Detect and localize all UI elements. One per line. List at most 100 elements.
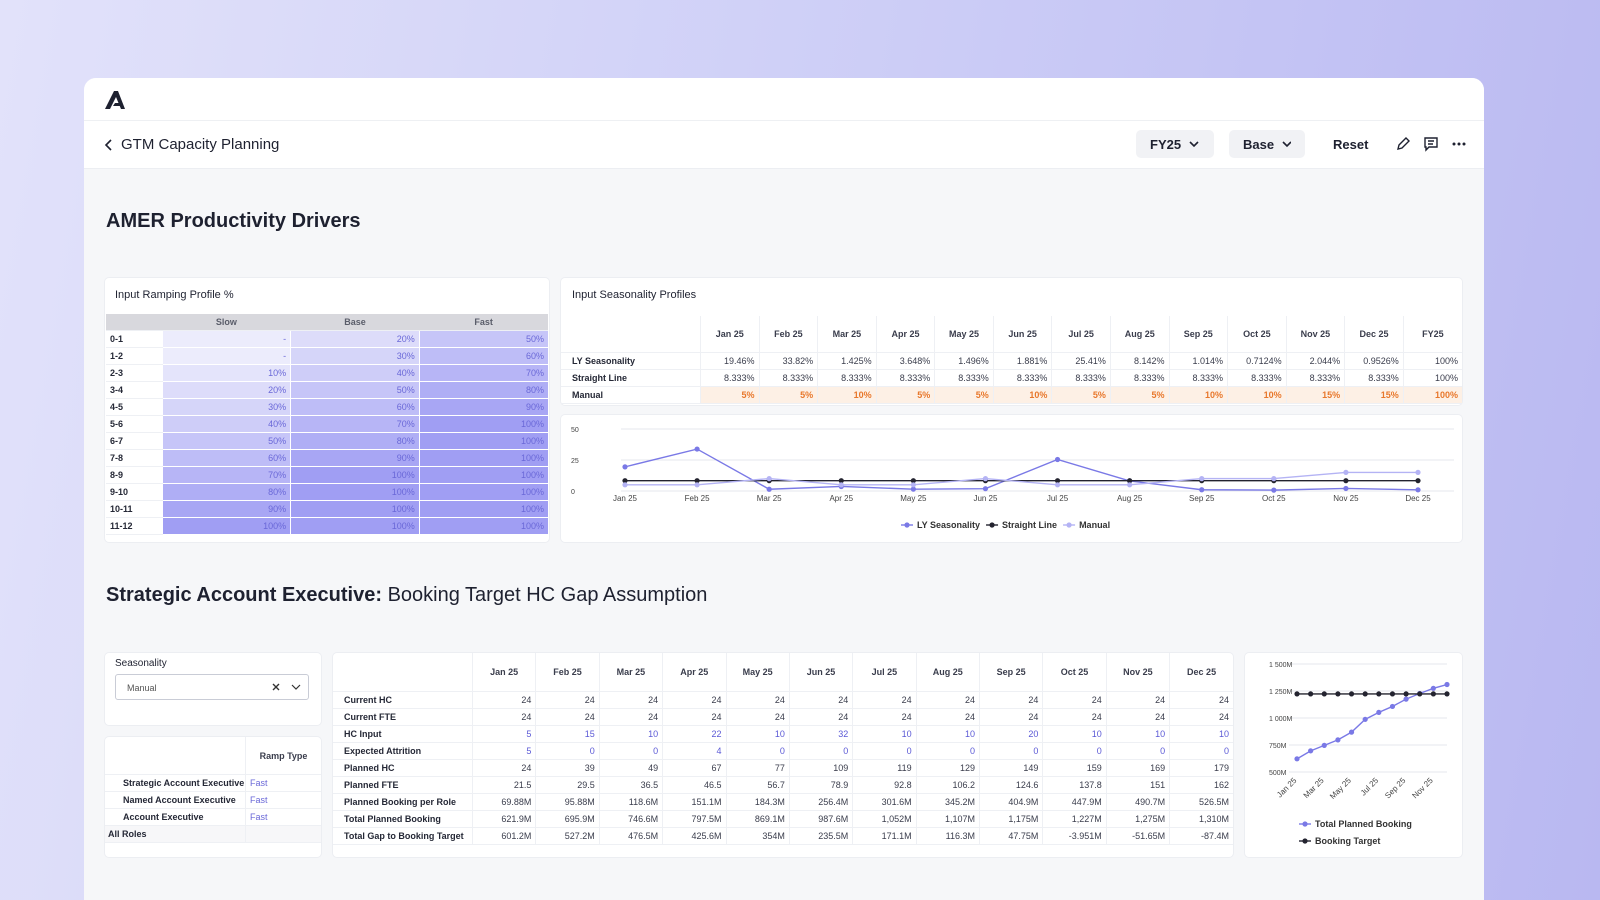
cell: 1.881%: [992, 352, 1052, 370]
cell: 80%: [161, 483, 291, 501]
data-point: [1444, 691, 1450, 697]
cell: 151.1M: [662, 793, 726, 811]
table-row: 11-12 100% 100% 100%: [106, 517, 548, 535]
x-tick-label: Aug 25: [1117, 494, 1143, 503]
cell[interactable]: 10: [852, 725, 917, 743]
cell[interactable]: 32: [788, 725, 853, 743]
column-header: Feb 25: [535, 653, 600, 692]
table-row: Current FTE 24 24 24 24 24 24 24 24 24 24 24 24: [333, 708, 1233, 726]
x-tick-label: Jul 25: [1359, 776, 1381, 798]
cell: 1,107M: [915, 810, 980, 828]
cell[interactable]: 10: [725, 725, 790, 743]
cell: 67: [662, 759, 726, 777]
reset-button[interactable]: Reset: [1333, 137, 1369, 152]
ramp-type[interactable]: Fast: [245, 774, 321, 792]
row-label: Named Account Executive: [105, 791, 246, 809]
cell[interactable]: 5: [471, 725, 536, 743]
cell[interactable]: 0: [788, 742, 853, 760]
cell: 476.5M: [598, 827, 663, 845]
cell: 106.2: [915, 776, 980, 794]
x-tick-label: Mar 25: [1302, 776, 1326, 800]
cell: 1.425%: [817, 352, 877, 370]
data-point: [1308, 748, 1314, 754]
cell: 60%: [418, 347, 548, 365]
cell: 0.7124%: [1227, 352, 1287, 370]
cell: 36.5: [598, 776, 663, 794]
cell: 50%: [418, 330, 548, 348]
cell[interactable]: 10: [598, 725, 663, 743]
more-icon[interactable]: [1451, 136, 1467, 152]
ramp-type[interactable]: Fast: [245, 791, 321, 809]
cell[interactable]: 0: [535, 742, 600, 760]
cell: 100%: [418, 517, 548, 535]
cell: 8.333%: [1344, 369, 1404, 387]
cell: 184.3M: [725, 793, 790, 811]
scenario-dropdown[interactable]: Base: [1229, 130, 1305, 158]
cell[interactable]: 10: [915, 725, 980, 743]
cell: 24: [978, 691, 1043, 709]
cell[interactable]: 10: [1042, 725, 1107, 743]
data-point: [1271, 487, 1277, 493]
section-title-rest: Booking Target HC Gap Assumption: [387, 584, 708, 606]
row-label: 11-12: [106, 517, 162, 535]
table-row: 5-6 40% 70% 100%: [106, 415, 548, 433]
data-point: [1054, 478, 1061, 484]
cell: 100%: [161, 517, 291, 535]
corner-cell: [333, 653, 473, 692]
cell: 2.044%: [1285, 352, 1345, 370]
cell: 100%: [1402, 386, 1462, 404]
column-header: Oct 25: [1042, 653, 1107, 692]
cell[interactable]: 0: [978, 742, 1043, 760]
cell[interactable]: 0: [598, 742, 663, 760]
cell: -: [161, 330, 291, 348]
cell[interactable]: 0: [915, 742, 980, 760]
cell[interactable]: 4: [662, 742, 726, 760]
back-arrow[interactable]: [104, 138, 114, 152]
x-tick-label: Apr 25: [829, 494, 853, 503]
row-label: All Roles: [105, 825, 246, 843]
cell: -87.4M: [1169, 827, 1233, 845]
cell: 24: [725, 691, 790, 709]
row-label: 6-7: [106, 432, 162, 450]
filter-select[interactable]: Manual: [115, 674, 309, 700]
cell[interactable]: 0: [1169, 742, 1233, 760]
cell: 60%: [161, 449, 291, 467]
column-header: FY25: [1402, 316, 1462, 353]
table-row: HC Input 5 15 10 22 10 32 10 10 20 10 10 10: [333, 725, 1233, 743]
cell: 24: [915, 708, 980, 726]
cell[interactable]: 15: [535, 725, 600, 743]
cell[interactable]: 5: [471, 742, 536, 760]
ramp-type[interactable]: Fast: [245, 808, 321, 826]
cell: 119: [852, 759, 917, 777]
comment-icon[interactable]: [1423, 136, 1439, 152]
table-row: 4-5 30% 60% 90%: [106, 398, 548, 416]
cell[interactable]: 10: [1169, 725, 1233, 743]
edit-icon[interactable]: [1395, 136, 1411, 152]
cell: 301.6M: [852, 793, 917, 811]
cell[interactable]: 0: [1105, 742, 1170, 760]
cell[interactable]: 0: [852, 742, 917, 760]
row-label: Total Gap to Booking Target: [333, 827, 473, 845]
cell[interactable]: 22: [662, 725, 726, 743]
data-point: [838, 482, 844, 488]
row-label: Planned HC: [333, 759, 473, 777]
cell[interactable]: 10: [1105, 725, 1170, 743]
column-header: Nov 25: [1285, 316, 1345, 353]
cell: 1,052M: [852, 810, 917, 828]
cell: 24: [471, 759, 536, 777]
cell: 80%: [290, 432, 420, 450]
cell: 19.46%: [700, 352, 760, 370]
cell: 100%: [418, 415, 548, 433]
top-bar: GTM Capacity Planning FY25 Base Reset: [84, 78, 1484, 169]
cell[interactable]: 0: [1042, 742, 1107, 760]
cell: 24: [535, 691, 600, 709]
cell: 527.2M: [535, 827, 600, 845]
cell: 116.3M: [915, 827, 980, 845]
year-dropdown[interactable]: FY25: [1136, 130, 1214, 158]
cell: 1,310M: [1169, 810, 1233, 828]
cell[interactable]: 20: [978, 725, 1043, 743]
row-label: 2-3: [106, 364, 162, 382]
cell: 129: [915, 759, 980, 777]
cell[interactable]: 0: [725, 742, 790, 760]
